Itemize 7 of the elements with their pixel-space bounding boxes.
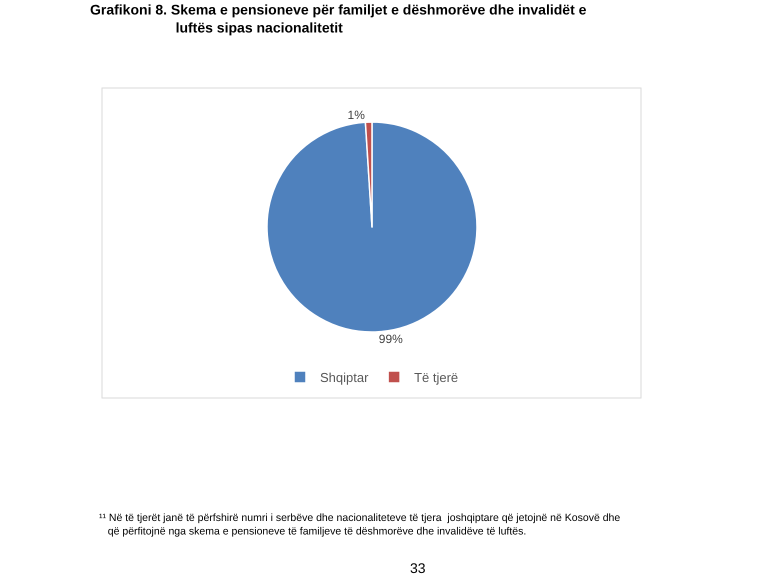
chart-title: Grafikoni 8. Skema e pensioneve për familjet e dëshmorëve dhe invalidët e luftës sipas nacionalitetit xyxy=(90,2,587,36)
legend-label: Shqiptar xyxy=(320,370,370,386)
data-label: 99% xyxy=(378,332,404,346)
data-label: 1% xyxy=(348,108,366,122)
text: ¹¹ Në të tjerët janë të përfshirë numri i serbëve dhe nacionaliteteve të tjera joshqiptare që jetojnë në Kosovë dhe që përfitojnë nga skema e pensioneve të familjeve të dëshmorëve dhe invalidëve të luftës. xyxy=(99,512,620,538)
text: 33 xyxy=(410,560,426,576)
legend-label: Të tjerë xyxy=(414,370,458,386)
